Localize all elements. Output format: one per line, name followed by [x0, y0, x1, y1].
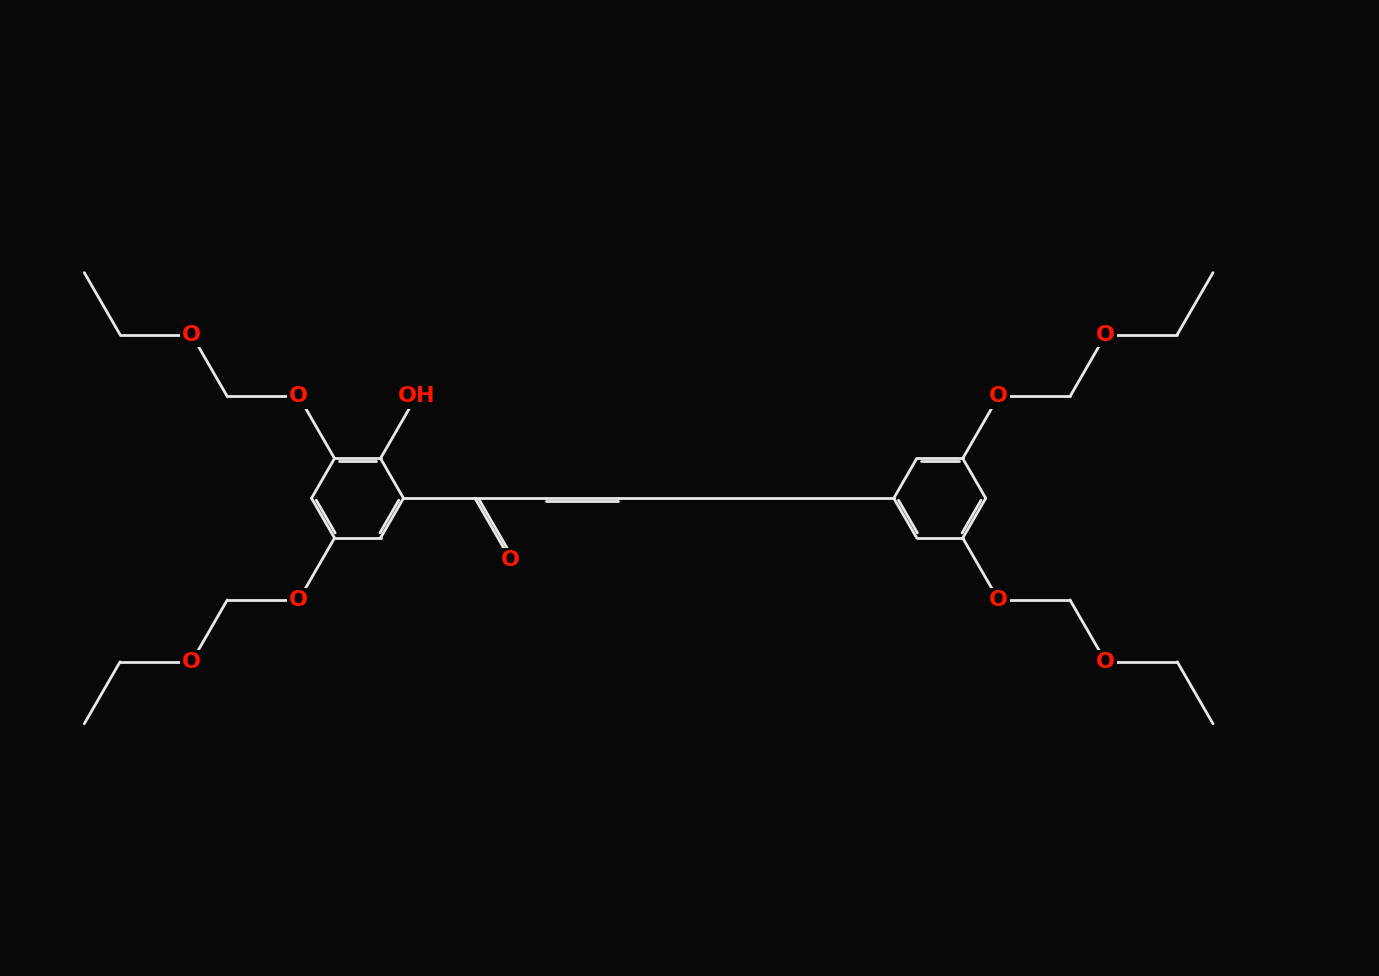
Text: O: O: [1096, 652, 1116, 671]
Text: O: O: [182, 325, 201, 345]
Text: O: O: [182, 652, 201, 671]
Text: O: O: [501, 550, 520, 570]
Text: O: O: [1096, 325, 1116, 345]
Text: O: O: [989, 386, 1008, 406]
Text: O: O: [290, 590, 309, 610]
Text: OH: OH: [397, 386, 434, 406]
Text: O: O: [989, 590, 1008, 610]
Text: O: O: [290, 386, 309, 406]
